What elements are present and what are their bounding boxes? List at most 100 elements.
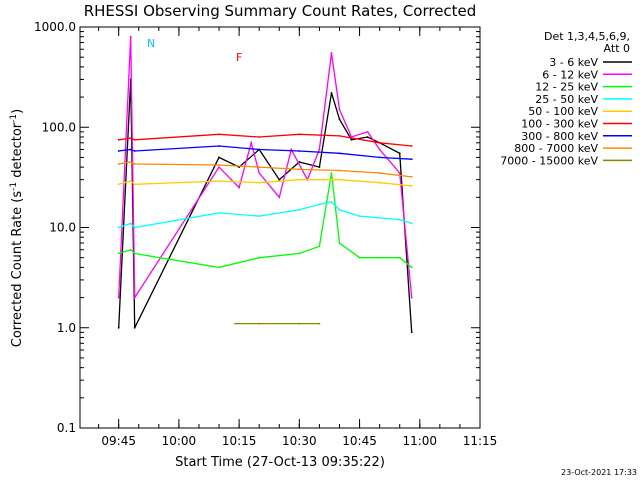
data-point xyxy=(250,141,253,144)
data-point xyxy=(129,137,132,140)
data-point xyxy=(278,178,281,181)
data-point xyxy=(338,118,341,121)
data-point xyxy=(410,145,413,147)
data-point xyxy=(290,148,293,151)
data-point xyxy=(298,150,301,152)
data-point xyxy=(133,226,136,229)
data-point xyxy=(410,222,413,225)
data-point xyxy=(298,133,301,136)
data-point xyxy=(218,180,220,183)
data-point xyxy=(318,203,321,206)
flag-label: N xyxy=(147,37,155,50)
data-point xyxy=(117,226,120,229)
data-point xyxy=(218,166,220,169)
data-point xyxy=(117,138,120,141)
data-point xyxy=(258,322,261,325)
legend-entry-label: 6 - 12 keV xyxy=(542,68,598,81)
y-axis-label-part: -1 xyxy=(9,182,19,191)
data-point xyxy=(350,138,353,141)
data-point xyxy=(358,256,361,259)
x-tick-label: 10:45 xyxy=(342,434,377,448)
data-point xyxy=(330,52,333,54)
data-point xyxy=(378,181,381,184)
series-line-1 xyxy=(118,79,413,333)
legend-header: Det 1,3,4,5,6,9, xyxy=(544,30,630,43)
data-point xyxy=(378,156,381,159)
data-point xyxy=(129,248,132,251)
series-line-6 xyxy=(118,133,412,147)
legend-entry-label: 300 - 800 keV xyxy=(521,130,598,143)
data-point xyxy=(258,172,261,174)
data-point xyxy=(117,163,120,165)
data-point xyxy=(410,331,413,334)
plot-frame xyxy=(79,26,481,429)
data-point xyxy=(129,148,132,151)
data-point xyxy=(129,35,132,38)
data-point xyxy=(318,322,321,325)
data-point xyxy=(258,148,261,151)
data-point xyxy=(358,215,361,218)
data-point xyxy=(258,136,261,138)
data-point xyxy=(133,296,136,299)
timestamp: 23-Oct-2021 17:33 xyxy=(561,468,637,477)
data-point xyxy=(218,212,220,214)
data-point xyxy=(117,150,120,152)
series-line-4 xyxy=(118,201,412,229)
data-point xyxy=(330,92,333,94)
data-point xyxy=(298,208,301,211)
y-tick-label: 10.0 xyxy=(49,221,76,235)
data-point xyxy=(410,176,413,178)
y-tick-label: 1000.0 xyxy=(34,20,76,34)
data-point xyxy=(218,164,220,166)
data-point xyxy=(338,169,341,172)
data-point xyxy=(133,326,136,329)
data-point xyxy=(117,326,120,329)
data-point xyxy=(129,161,132,163)
y-tick-label: 0.1 xyxy=(57,421,76,435)
legend-entry-label: 800 - 7000 keV xyxy=(514,142,598,155)
data-point xyxy=(129,222,132,225)
y-tick-label: 100.0 xyxy=(42,120,76,134)
data-point xyxy=(318,166,321,169)
x-tick-label: 09:45 xyxy=(101,434,136,448)
data-point xyxy=(258,166,261,169)
data-point xyxy=(338,152,341,155)
data-point xyxy=(117,296,120,299)
chart-title: RHESSI Observing Summary Count Rates, Co… xyxy=(84,2,477,20)
data-point xyxy=(410,158,413,161)
data-point xyxy=(234,322,237,325)
legend-entry-label: 50 - 100 keV xyxy=(528,105,598,118)
series-line-7 xyxy=(118,145,412,160)
data-point xyxy=(117,252,120,255)
data-point xyxy=(218,133,220,136)
data-point xyxy=(133,138,136,141)
data-point xyxy=(298,322,301,325)
data-point xyxy=(338,178,341,181)
series-line-3 xyxy=(118,172,413,269)
data-point xyxy=(298,252,301,255)
data-point xyxy=(410,185,413,187)
data-point xyxy=(298,178,301,181)
data-point xyxy=(218,266,220,269)
y-axis-label: Corrected Count Rate (s-1 detector-1) xyxy=(9,109,25,347)
data-point xyxy=(410,296,413,299)
data-point xyxy=(378,172,381,174)
data-point xyxy=(398,256,401,259)
x-tick-label: 11:15 xyxy=(463,434,498,448)
data-point xyxy=(258,215,261,218)
data-point xyxy=(318,245,321,248)
data-point xyxy=(238,186,241,189)
data-point xyxy=(378,141,381,144)
data-point xyxy=(378,148,381,151)
data-point xyxy=(410,266,413,269)
data-point xyxy=(133,163,136,165)
data-point xyxy=(330,172,333,174)
data-point xyxy=(338,208,341,211)
y-axis-label-part: ) xyxy=(10,109,25,114)
data-point xyxy=(338,242,341,244)
x-axis-label: Start Time (27-Oct-13 09:35:22) xyxy=(175,455,385,470)
legend-entry-label: 25 - 50 keV xyxy=(535,93,598,106)
data-point xyxy=(398,172,401,174)
legend-entry-label: 3 - 6 keV xyxy=(549,56,598,69)
